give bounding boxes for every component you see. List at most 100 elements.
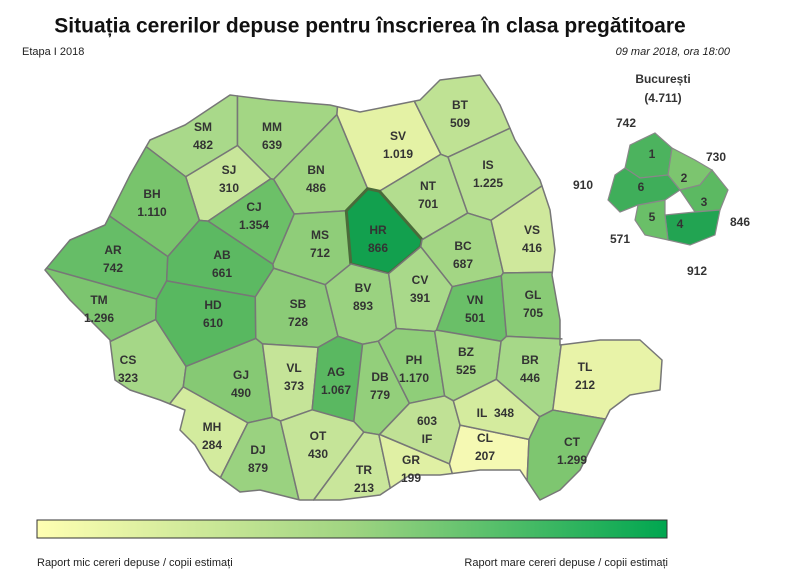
county-value: 1.019 [383, 147, 413, 161]
county-value: 501 [465, 311, 485, 325]
county-value: 486 [306, 181, 326, 195]
county-shape [279, 409, 365, 501]
county-code: IS [482, 158, 493, 172]
county-value: 879 [248, 461, 268, 475]
date: 09 mar 2018, ora 18:00 [616, 46, 731, 58]
county-value: 482 [193, 138, 213, 152]
sector-value: 571 [610, 232, 630, 246]
county-code: TR [356, 463, 372, 477]
county-shape [452, 378, 541, 441]
county-value: 701 [418, 197, 438, 211]
county-code: OT [310, 429, 327, 443]
sector-shape [607, 167, 681, 213]
sector-label: 1 [649, 147, 656, 161]
county-shape [168, 386, 249, 479]
county-code: VN [467, 293, 484, 307]
county-code: TM [90, 293, 107, 307]
county-code: TL [578, 360, 593, 374]
county-code: BN [307, 163, 324, 177]
county-value: 348 [494, 406, 514, 420]
county-code: HD [204, 298, 222, 312]
county-value: 212 [575, 378, 595, 392]
sector-value: 846 [730, 215, 750, 229]
county-value: 490 [231, 386, 251, 400]
county-code: BZ [458, 345, 474, 359]
county-code: BH [143, 187, 160, 201]
county-shape [552, 339, 663, 420]
county-value: 639 [262, 138, 282, 152]
county-value: 866 [368, 241, 388, 255]
county-value: 705 [523, 306, 543, 320]
legend-low: Raport mic cereri depuse / copii estimaț… [37, 557, 233, 569]
county-value: 610 [203, 316, 223, 330]
county-code: BV [355, 281, 372, 295]
county-shape [219, 416, 300, 501]
county-code: DJ [250, 443, 265, 457]
sector-label: 2 [681, 171, 688, 185]
county-value: 207 [475, 449, 495, 463]
county-value: 728 [288, 315, 308, 329]
county-value: 742 [103, 261, 123, 275]
county-code: CL [477, 431, 493, 445]
county-code: SJ [222, 163, 237, 177]
county-code: PH [406, 353, 423, 367]
county-value: 1.170 [399, 371, 429, 385]
sector-value: 730 [706, 150, 726, 164]
county-code: DB [371, 370, 389, 384]
county-value: 391 [410, 291, 430, 305]
county-value: 1.354 [239, 218, 269, 232]
sector-value: 910 [573, 178, 593, 192]
county-value: 1.225 [473, 176, 503, 190]
county-value: 373 [284, 379, 304, 393]
county-code: SV [390, 129, 406, 143]
county-value: 687 [453, 257, 473, 271]
county-code: MM [262, 120, 282, 134]
county-value: 446 [520, 371, 540, 385]
county-code: GL [525, 288, 542, 302]
stage: Etapa I 2018 [22, 46, 84, 58]
county-code: CT [564, 435, 581, 449]
title: Situația cererilor depuse pentru înscrie… [54, 15, 685, 38]
county-code: NT [420, 179, 437, 193]
county-code: AB [213, 248, 231, 262]
county-code: VL [286, 361, 301, 375]
bucharest-title: București [635, 72, 690, 86]
county-code: MS [311, 228, 329, 242]
county-code: BR [521, 353, 539, 367]
county-shape [526, 409, 607, 501]
county-value: 893 [353, 299, 373, 313]
county-code: SB [290, 297, 307, 311]
county-code: GJ [233, 368, 249, 382]
county-value: 199 [401, 471, 421, 485]
bucharest-total: (4.711) [644, 91, 681, 105]
county-value: 1.067 [321, 383, 351, 397]
county-value: 603 [417, 414, 437, 428]
county-code: IL [477, 406, 488, 420]
county-value: 661 [212, 266, 232, 280]
county-value: 1.296 [84, 311, 114, 325]
county-code: AG [327, 365, 345, 379]
county-code: SM [194, 120, 212, 134]
county-value: 310 [219, 181, 239, 195]
bucharest-inset: București (4.711) 1 742 2 730 3 846 4 912 5 571 6 9… [573, 72, 750, 278]
county-code: HR [369, 223, 387, 237]
county-code: CV [412, 273, 429, 287]
county-map: SM 482 MM 639 SJ 310 BN 486 SV 1.019 BT 509 BH 1.110 C… [44, 74, 663, 501]
legend-gradient [36, 519, 668, 539]
county-code: CJ [246, 200, 261, 214]
county-value: 1.299 [557, 453, 587, 467]
sector-value: 912 [687, 264, 707, 278]
county-value: 509 [450, 116, 470, 130]
sector-label: 6 [638, 180, 645, 194]
county-code: VS [524, 223, 540, 237]
sector-value: 742 [616, 116, 636, 130]
county-value: 430 [308, 447, 328, 461]
sector-shape [664, 209, 721, 246]
county-code: BC [454, 239, 472, 253]
county-code: AR [104, 243, 122, 257]
county-value: 1.110 [137, 205, 167, 219]
county-value: 213 [354, 481, 374, 495]
county-shape [500, 271, 563, 340]
county-value: 525 [456, 363, 476, 377]
